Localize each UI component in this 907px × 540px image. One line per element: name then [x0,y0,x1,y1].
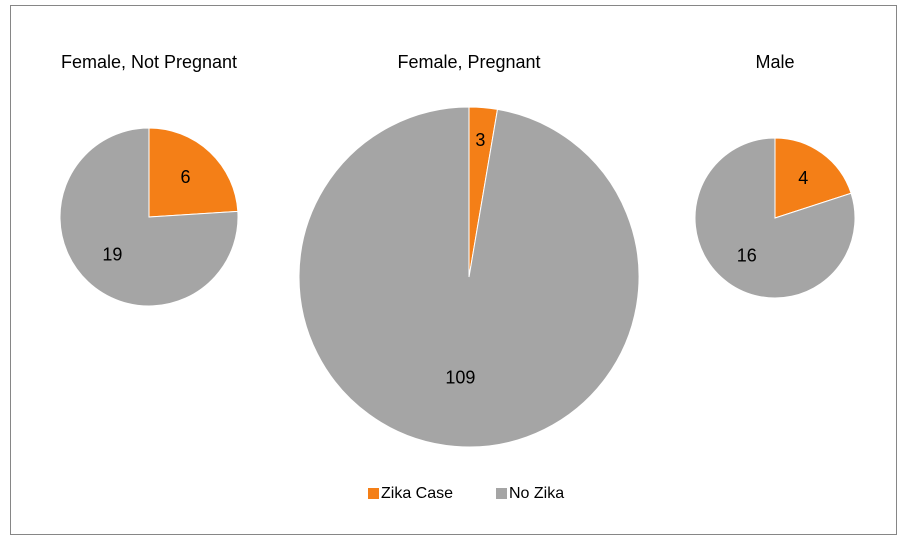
pie-slice [59,127,239,307]
data-label: 3 [475,130,485,150]
legend-swatch [496,488,507,499]
legend-label: No Zika [509,485,564,502]
pie-title: Female, Pregnant [397,52,540,72]
legend-label: Zika Case [381,485,453,502]
pie-title: Female, Not Pregnant [61,52,237,72]
pie-slice [694,137,856,299]
pie-slice [298,106,640,448]
data-label: 16 [737,246,757,266]
data-label: 6 [181,167,191,187]
data-label: 19 [102,245,122,265]
pie-slice [774,137,852,219]
data-label: 4 [798,168,808,188]
data-label: 109 [445,367,475,387]
pie-slice [148,127,239,218]
pie-title: Male [755,52,794,72]
legend-swatch [368,488,379,499]
